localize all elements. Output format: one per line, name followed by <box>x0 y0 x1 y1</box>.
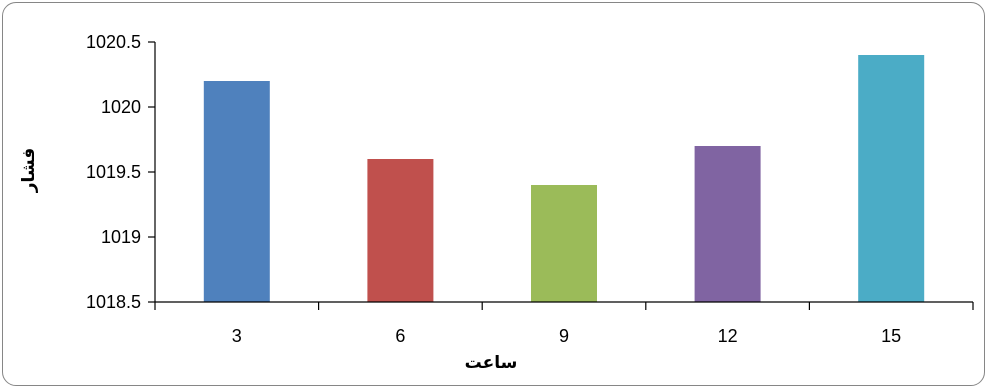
y-ticks-group: 1018.5 1019 1019.5 1020 1020.5 <box>86 32 155 312</box>
y-tick-label: 1018.5 <box>86 292 141 312</box>
bar-9 <box>531 185 597 302</box>
y-tick-label: 1019 <box>101 227 141 247</box>
y-axis-title: فشار <box>19 148 39 194</box>
x-tick-label: 3 <box>232 326 242 346</box>
y-tick-label: 1020 <box>101 97 141 117</box>
x-tick-label: 15 <box>881 326 901 346</box>
bars-group <box>204 55 924 302</box>
x-tick-label: 9 <box>559 326 569 346</box>
y-tick-label: 1019.5 <box>86 162 141 182</box>
bar-12 <box>695 146 761 302</box>
x-tick-label: 6 <box>395 326 405 346</box>
x-ticks-group: 3 6 9 12 15 <box>155 302 973 346</box>
bar-15 <box>858 55 924 302</box>
x-axis-title: ساعت <box>465 353 518 373</box>
y-tick-label: 1020.5 <box>86 32 141 52</box>
x-tick-label: 12 <box>718 326 738 346</box>
bar-6 <box>367 159 433 302</box>
bar-3 <box>204 81 270 302</box>
